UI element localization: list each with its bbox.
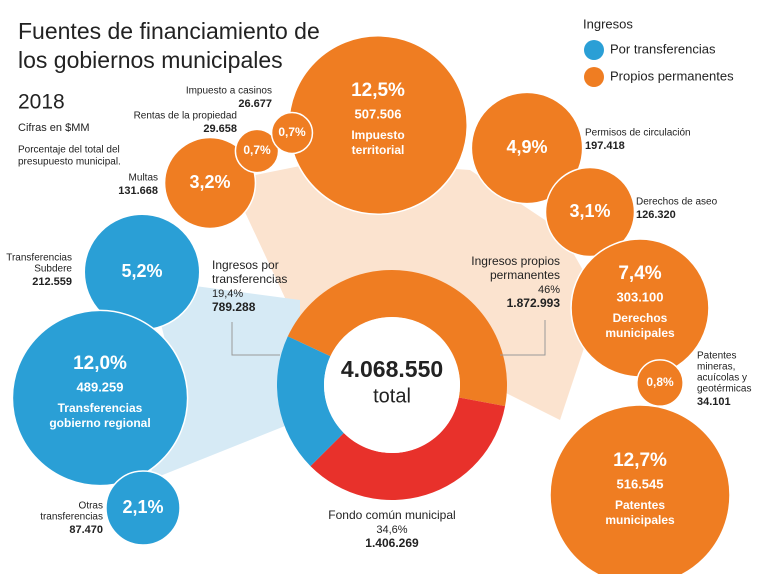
unit: Cifras en $MM (18, 122, 90, 134)
bubble-percent: 12,5% (351, 80, 405, 101)
bubble-name: Subdere (34, 264, 72, 275)
bubble (105, 470, 181, 546)
bubble-name: Rentas de la propiedad (134, 111, 237, 122)
bubble-name: Derechos de aseo (636, 197, 718, 208)
bubble-percent: 0,8% (646, 375, 674, 389)
donut-hole (324, 317, 460, 453)
bubble (163, 136, 257, 230)
bubble-amount: 29.658 (203, 123, 237, 135)
bubble-amount: 507.506 (355, 106, 402, 121)
bubble-name: municipales (605, 513, 675, 527)
segment-name: permanentes (490, 268, 560, 282)
bubble-name: Impuesto a casinos (186, 86, 272, 97)
bubble-name: Transferencias (6, 253, 72, 264)
bubble (234, 128, 280, 174)
segment-percent: 19,4% (212, 288, 243, 300)
legend-swatch (584, 40, 604, 60)
bubble-name: Impuesto (351, 128, 404, 142)
bubble-amount: 197.418 (585, 140, 625, 152)
title: los gobiernos municipales (18, 47, 283, 73)
segment-name: transferencias (212, 272, 287, 286)
legend-label: Por transferencias (610, 41, 716, 56)
bubble-amount: 303.100 (617, 289, 664, 304)
bubble-percent: 0,7% (243, 143, 271, 157)
bubble-name: geotérmicas (697, 384, 751, 395)
bubble-amount: 131.668 (118, 185, 158, 197)
bubble (288, 35, 468, 215)
segment-name: Ingresos propios (471, 254, 560, 268)
bubble (470, 91, 584, 205)
bubble (11, 309, 189, 487)
bubble-name: Patentes (615, 498, 665, 512)
bubble-percent: 12,0% (73, 353, 127, 374)
bubble-amount: 34.101 (697, 396, 731, 408)
bubble-percent: 4,9% (506, 137, 547, 157)
bubble-name: Derechos (613, 311, 668, 325)
bubble (549, 404, 731, 574)
bubble-name: municipales (605, 326, 675, 340)
donut-segment (310, 397, 506, 500)
donut-segment (287, 270, 507, 407)
legend-swatch (584, 67, 604, 87)
bubble-amount: 516.545 (617, 476, 664, 491)
donut-segment (276, 336, 344, 467)
note: Porcentaje del total del (18, 145, 120, 156)
segment-name: Ingresos por (212, 258, 279, 272)
legend-title: Ingresos (583, 16, 633, 31)
bubble-name: acuícolas y (697, 373, 747, 384)
legend-label: Propios permanentes (610, 68, 734, 83)
total-value: 4.068.550 (341, 356, 443, 382)
bubble (544, 166, 636, 258)
bubble-name: territorial (352, 143, 405, 157)
year: 2018 (18, 91, 65, 114)
title: Fuentes de financiamiento de (18, 18, 320, 44)
bubble-percent: 7,4% (618, 263, 661, 284)
bubble-percent: 3,2% (189, 172, 230, 192)
bubble-percent: 12,7% (613, 450, 667, 471)
bubble-percent: 3,1% (569, 201, 610, 221)
bubble-amount: 212.559 (32, 276, 72, 288)
bubble-amount: 489.259 (77, 379, 124, 394)
segment-name: Fondo común municipal (328, 508, 455, 522)
bubble-amount: 87.470 (69, 524, 103, 536)
bg-transferencias (150, 280, 300, 480)
bubble (636, 359, 684, 407)
bubble-name: mineras, (697, 362, 735, 373)
bubble-percent: 5,2% (121, 261, 162, 281)
bubble-name: Permisos de circulación (585, 128, 691, 139)
bubble-amount: 26.677 (238, 98, 272, 110)
bubble (570, 238, 710, 378)
leader-line (500, 320, 546, 356)
bubble (270, 111, 314, 155)
segment-percent: 34,6% (376, 524, 407, 536)
leader-line (231, 322, 280, 356)
bubble-percent: 0,7% (278, 125, 306, 139)
segment-amount: 1.872.993 (507, 296, 561, 310)
bubble-amount: 126.320 (636, 209, 676, 221)
segment-percent: 46% (538, 284, 560, 296)
segment-amount: 1.406.269 (365, 536, 419, 550)
bubble-name: Transferencias (58, 401, 143, 415)
bubble-name: Otras (79, 501, 103, 512)
bubble-name: Patentes (697, 351, 736, 362)
bubble-percent: 2,1% (122, 497, 163, 517)
bubble-name: gobierno regional (49, 416, 150, 430)
segment-amount: 789.288 (212, 300, 256, 314)
note: presupuesto municipal. (18, 157, 121, 168)
total-text: total (373, 385, 411, 407)
bubble-name: Multas (129, 173, 158, 184)
bubble-name: transferencias (40, 512, 103, 523)
